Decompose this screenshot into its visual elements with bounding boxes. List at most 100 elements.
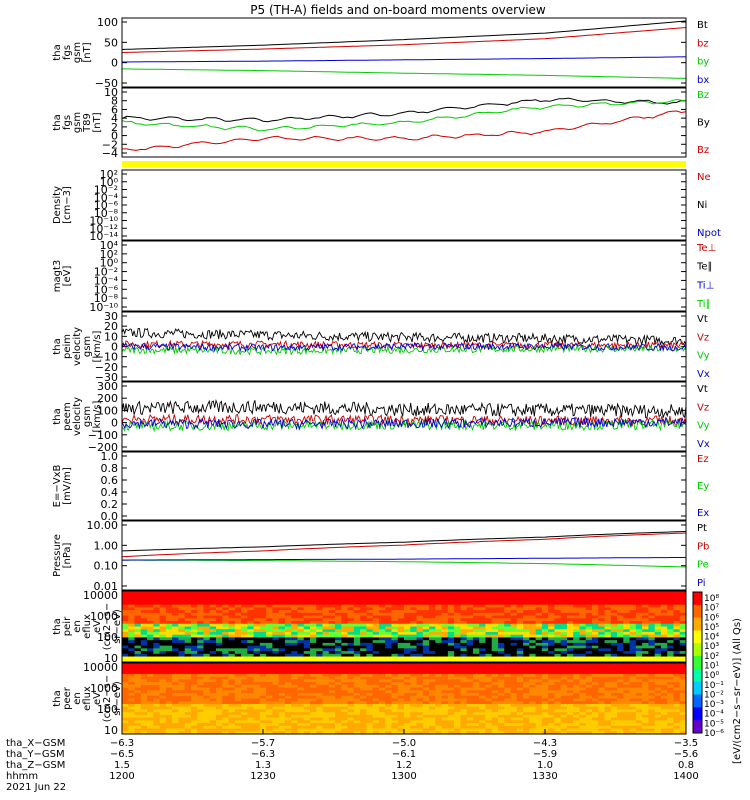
spectrogram-cell — [635, 634, 643, 638]
spectrogram-cell — [341, 723, 349, 727]
series-line-Vt — [121, 398, 687, 419]
spectrogram-cell — [216, 607, 223, 611]
spectrogram-cell — [642, 663, 649, 667]
spectrogram-cell — [673, 601, 681, 606]
spectrogram-cell — [353, 682, 361, 686]
spectrogram-cell — [604, 712, 612, 716]
spectrogram-cell — [510, 656, 518, 660]
spectrogram-cell — [140, 682, 148, 686]
spectrogram-cell — [466, 591, 474, 595]
spectrogram-cell — [172, 656, 179, 660]
spectrogram-cell — [335, 679, 342, 683]
spectrogram-cell — [541, 651, 549, 655]
spectrogram-cell — [654, 668, 662, 672]
spectrogram-cell — [516, 663, 524, 667]
spectrogram-cell — [222, 679, 230, 683]
spectrogram-cell — [460, 629, 468, 633]
spectrogram-cell — [347, 717, 355, 721]
spectrogram-cell — [247, 684, 255, 689]
spectrogram-cell — [472, 698, 480, 702]
spectrogram-cell — [529, 671, 537, 675]
spectrogram-cell — [667, 621, 674, 625]
spectrogram-cell — [510, 637, 518, 641]
spectrogram-cell — [397, 703, 405, 708]
spectrogram-cell — [391, 615, 399, 619]
spectrogram-cell — [241, 648, 248, 652]
spectrogram-cell — [498, 687, 505, 691]
spectrogram-cell — [504, 615, 512, 619]
spectrogram-cell — [435, 599, 443, 603]
spectrogram-cell — [134, 659, 142, 663]
spectrogram-cell — [234, 671, 242, 675]
spectrogram-cell — [328, 665, 336, 669]
spectrogram-cell — [485, 684, 493, 689]
spectrogram-cell — [579, 621, 587, 625]
spectrogram-cell — [410, 668, 418, 672]
spectrogram-cell — [397, 651, 405, 655]
spectrogram-cell — [134, 717, 142, 721]
spectrogram-cell — [184, 676, 192, 680]
spectrogram-cell — [548, 599, 555, 603]
spectrogram-cell — [153, 634, 161, 638]
spectrogram-cell — [504, 651, 512, 655]
spectrogram-cell — [353, 665, 361, 669]
spectrogram-cell — [172, 679, 179, 683]
spectrogram-cell — [535, 591, 543, 595]
spectrogram-cell — [529, 714, 537, 719]
spectrogram-cell — [178, 693, 186, 697]
spectrogram-cell — [241, 623, 248, 627]
spectrogram-cell — [178, 663, 186, 667]
spectrogram-cell — [679, 698, 687, 702]
spectrogram-cell — [353, 640, 361, 644]
spectrogram-cell — [466, 659, 474, 663]
spectrogram-cell — [654, 637, 662, 641]
spectrogram-cell — [366, 731, 374, 735]
spectrogram-cell — [604, 725, 612, 730]
spectrogram-cell — [341, 714, 349, 719]
spectrogram-cell — [504, 717, 512, 721]
spectrogram-cell — [429, 717, 436, 721]
spectrogram-cell — [673, 631, 681, 636]
spectrogram-cell — [322, 648, 330, 652]
spectrogram-cell — [529, 684, 537, 689]
spectrogram-cell — [165, 634, 173, 638]
spectrogram-cell — [529, 731, 537, 735]
spectrogram-cell — [134, 701, 142, 705]
spectrogram-cell — [667, 673, 674, 678]
spectrogram-cell — [485, 687, 493, 691]
spectrogram-cell — [454, 640, 461, 644]
spectrogram-cell — [216, 601, 223, 606]
spectrogram-cell — [441, 615, 449, 619]
spectrogram-cell — [441, 596, 449, 600]
spectrogram-cell — [635, 607, 643, 611]
spectrogram-cell — [472, 682, 480, 686]
spectrogram-cell — [566, 604, 574, 608]
spectrogram-cell — [272, 604, 280, 608]
spectrogram-cell — [209, 663, 217, 667]
spectrogram-cell — [585, 593, 593, 597]
spectrogram-cell — [579, 612, 587, 617]
spectrogram-cell — [573, 720, 580, 724]
spectrogram-cell — [629, 684, 637, 689]
colorbar-frame — [692, 591, 703, 734]
spectrogram-cell — [284, 601, 292, 606]
spectrogram-cell — [253, 682, 261, 686]
spectrogram-cell — [216, 703, 223, 708]
spectrogram-cell — [660, 604, 668, 608]
spectrogram-cell — [635, 604, 643, 608]
spectrogram-cell — [654, 656, 662, 660]
spectrogram-cell — [592, 709, 599, 713]
spectrogram-cell — [579, 640, 587, 644]
spectrogram-cell — [178, 731, 186, 735]
spectrogram-cell — [642, 591, 649, 595]
spectrogram-cell — [147, 703, 154, 708]
spectrogram-cell — [529, 676, 537, 680]
spectrogram-cell — [623, 725, 631, 730]
spectrogram-cell — [328, 687, 336, 691]
spectrogram-cell — [485, 723, 493, 727]
spectrogram-cell — [679, 596, 687, 600]
spectrogram-cell — [184, 725, 192, 730]
spectrogram-cell — [635, 706, 643, 710]
spectrogram-cell — [479, 668, 486, 672]
spectrogram-cell — [598, 610, 606, 614]
